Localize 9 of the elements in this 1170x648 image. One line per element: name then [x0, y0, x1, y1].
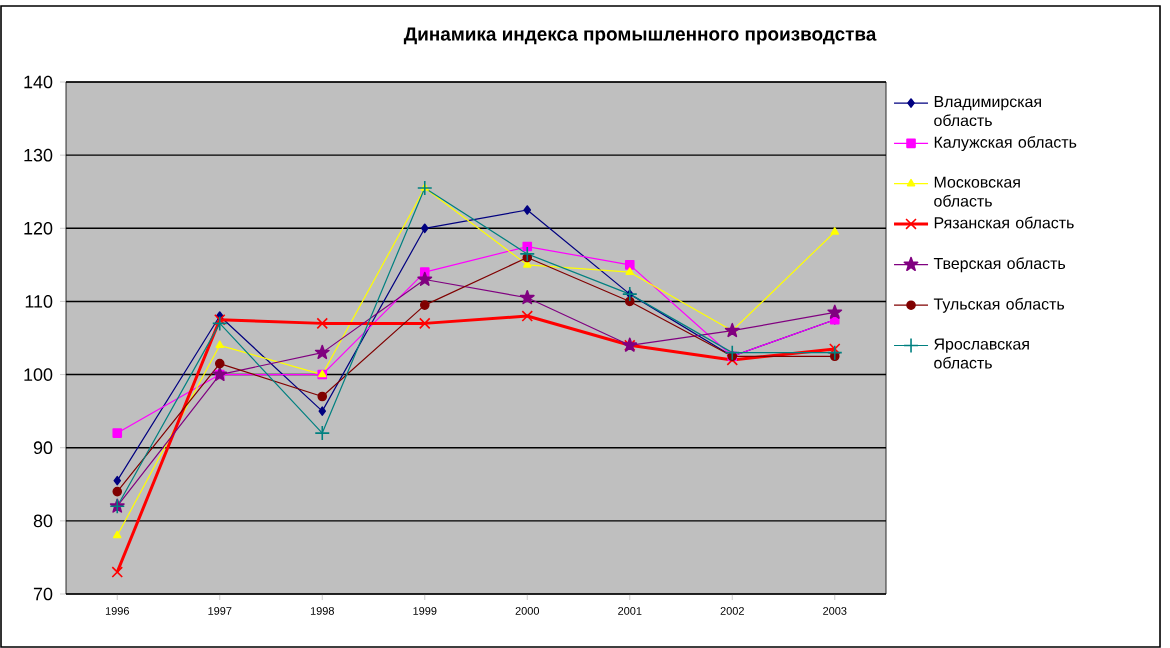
chart-title: Динамика индекса промышленного производства — [403, 27, 877, 45]
y-tick-label: 90 — [33, 441, 53, 455]
y-tick-label: 70 — [33, 587, 53, 601]
y-tick-label: 110 — [25, 295, 53, 308]
y-tick-label: 140 — [24, 75, 53, 89]
y-tick-label: 100 — [24, 368, 53, 381]
y-tick-label: 130 — [24, 148, 53, 162]
y-tick-label: 120 — [24, 221, 53, 235]
y-tick-label: 80 — [33, 514, 53, 528]
